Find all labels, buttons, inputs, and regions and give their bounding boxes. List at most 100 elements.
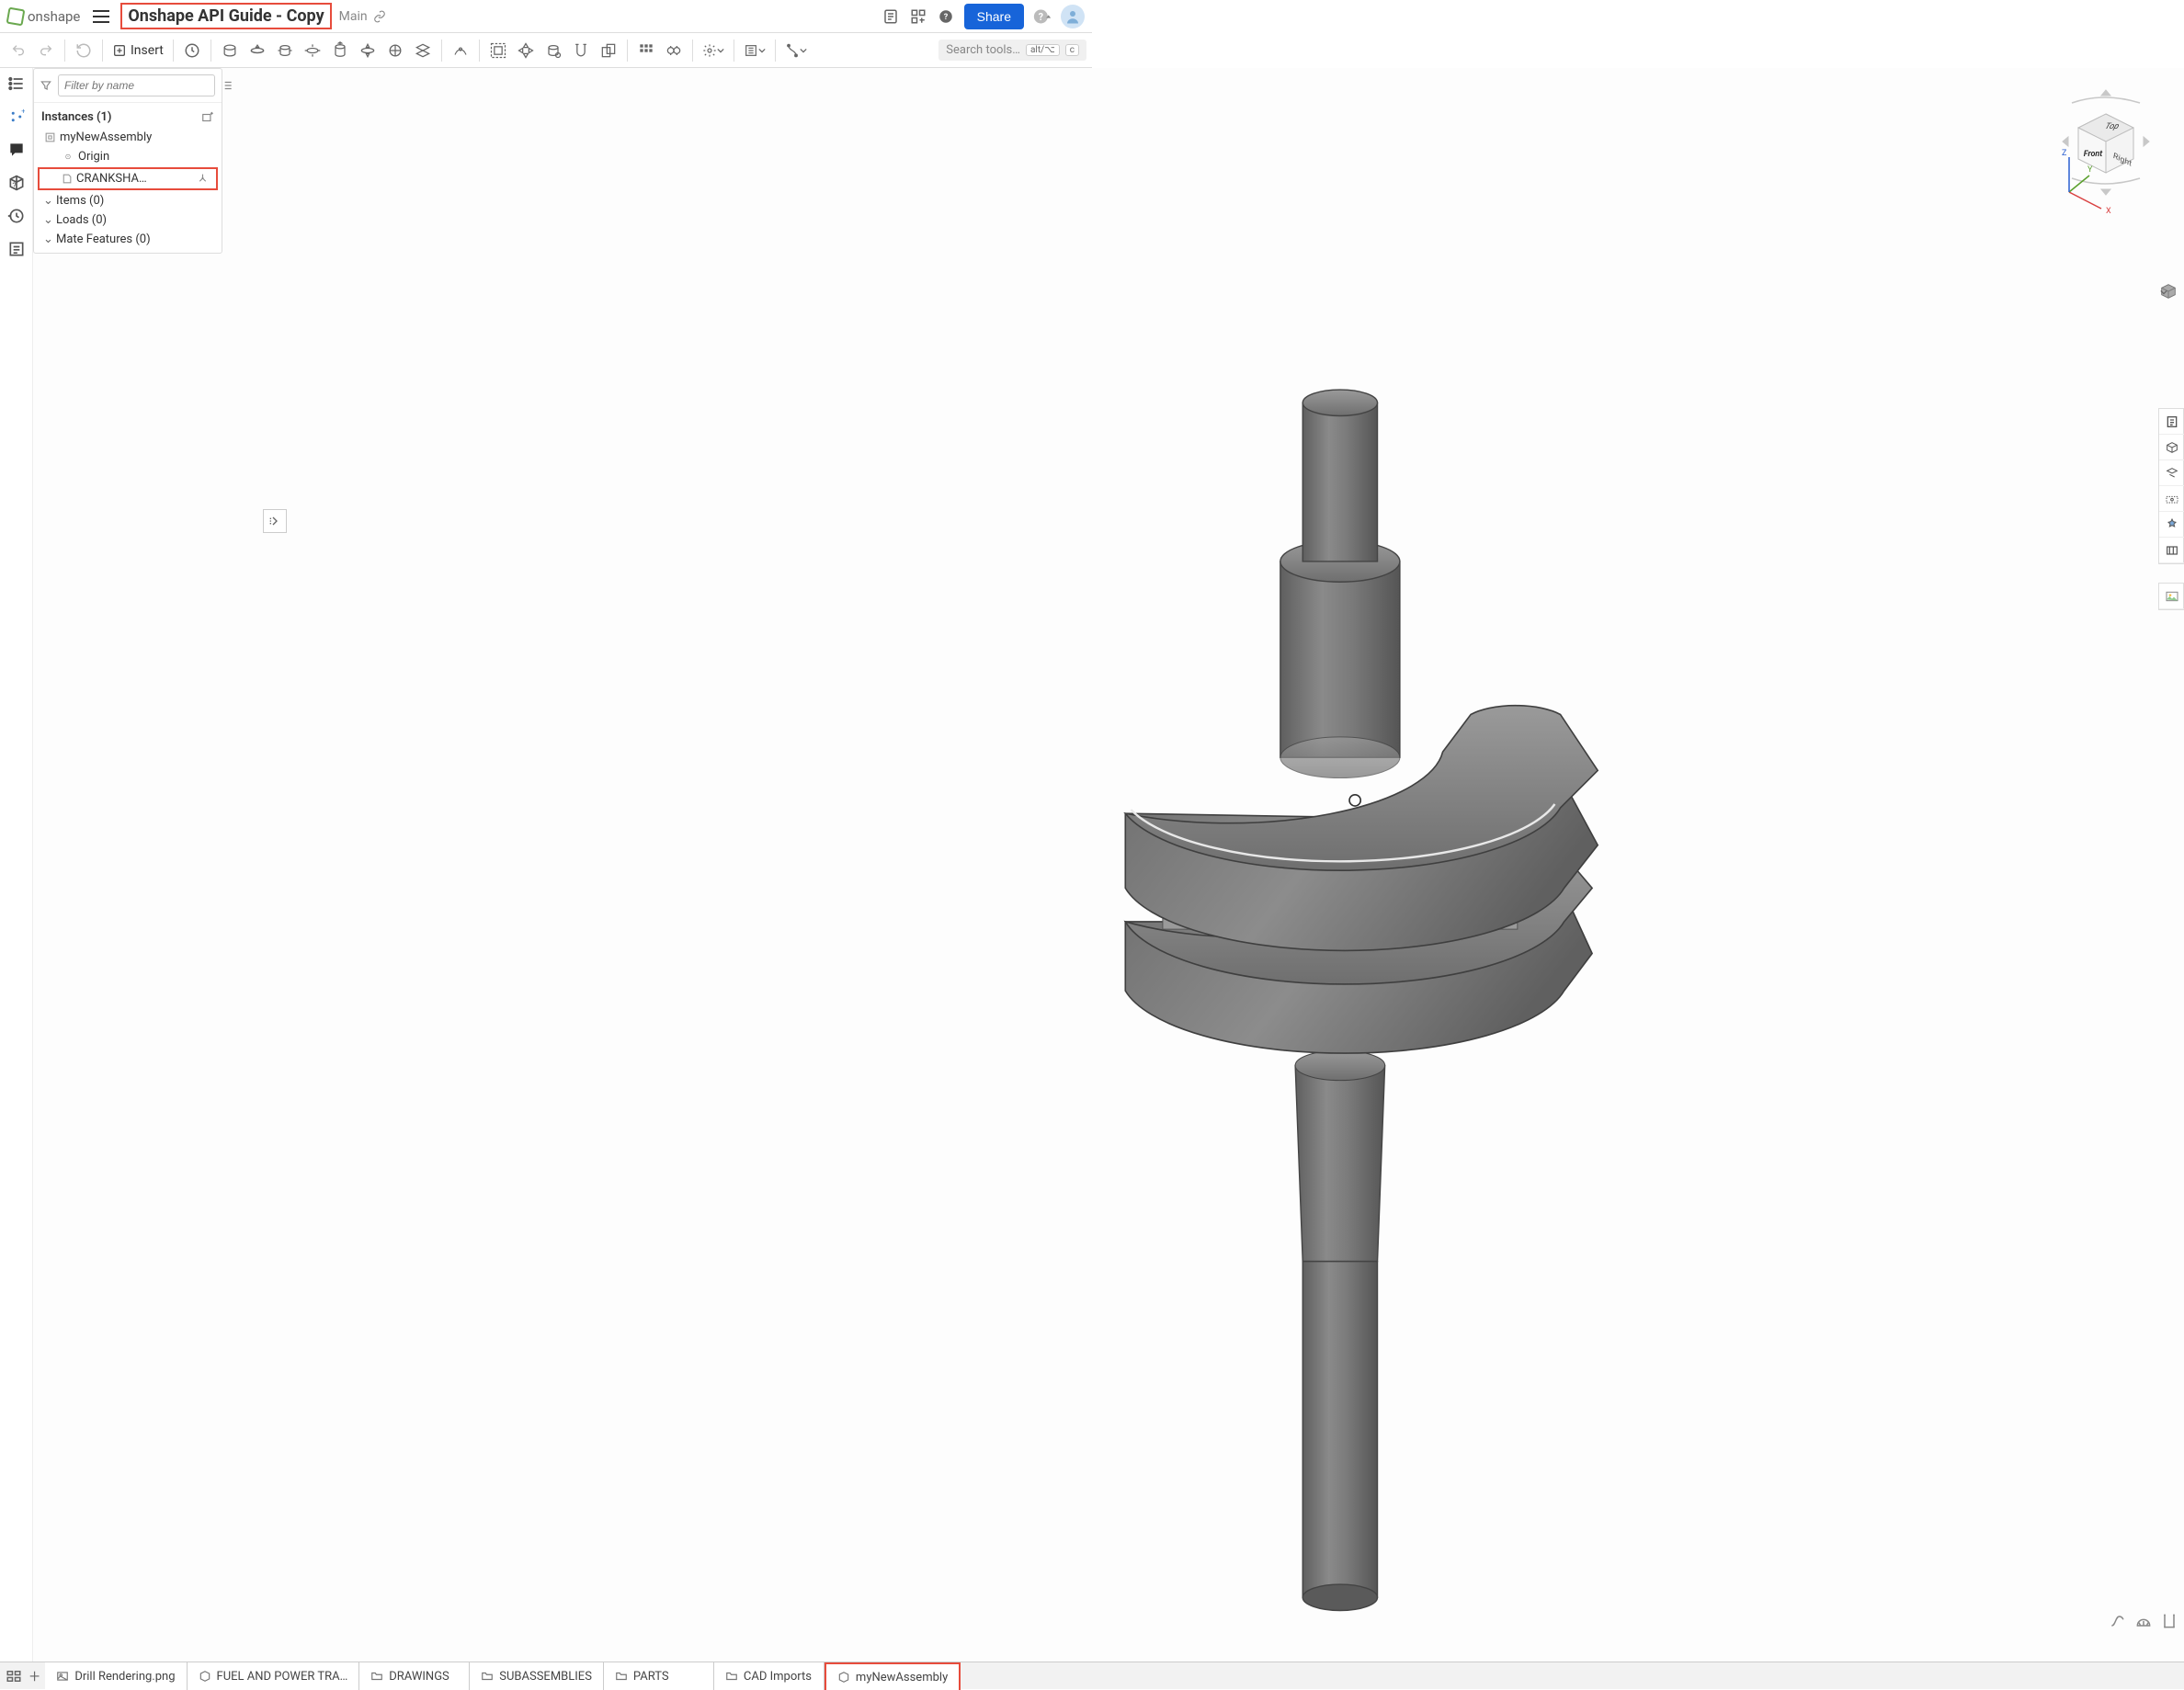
add-instance-icon[interactable] <box>201 111 214 124</box>
bottom-tab-0[interactable]: Drill Rendering.png <box>45 1662 187 1690</box>
document-title[interactable]: Onshape API Guide - Copy <box>128 6 324 26</box>
tab-label: FUEL AND POWER TRA… <box>217 1670 348 1684</box>
curve-icon[interactable] <box>2109 1612 2127 1630</box>
tree-mates-node[interactable]: ⌄ Mate Features (0) <box>34 230 222 249</box>
insert-button[interactable]: Insert <box>108 37 167 64</box>
rs-exploded-icon[interactable] <box>2159 538 2184 563</box>
svg-text:Y: Y <box>2087 165 2093 175</box>
bottom-tab-3[interactable]: SUBASSEMBLIES <box>470 1662 604 1690</box>
bom-icon[interactable] <box>6 239 27 259</box>
link-icon[interactable] <box>373 10 386 23</box>
chevron-down-icon: ⌄ <box>43 213 52 227</box>
assembly-name-label: myNewAssembly <box>60 130 152 144</box>
refresh-button[interactable] <box>71 37 97 64</box>
tool-pattern-icon[interactable] <box>633 37 659 64</box>
tool-planar-mate-icon[interactable] <box>300 37 325 64</box>
rs-section-icon[interactable] <box>2159 460 2184 486</box>
help-dropdown-icon[interactable]: ? <box>1033 7 1052 26</box>
history-icon[interactable] <box>6 206 27 226</box>
tab-label: Drill Rendering.png <box>74 1670 175 1684</box>
document-title-highlighted: Onshape API Guide - Copy <box>120 3 331 29</box>
tool-slider-mate-icon[interactable] <box>272 37 298 64</box>
tool-snap-icon[interactable] <box>568 37 594 64</box>
tool-tangent-mate-icon[interactable] <box>448 37 473 64</box>
user-avatar[interactable] <box>1061 5 1085 28</box>
kbd-hint-2: c <box>1065 44 1079 56</box>
brand-logo[interactable]: onshape <box>7 8 80 25</box>
filter-icon[interactable] <box>40 79 52 92</box>
tool-pin-slot-mate-icon[interactable] <box>355 37 381 64</box>
tree-origin-node[interactable]: ⊙ Origin <box>34 147 222 166</box>
tool-simulate-dropdown-icon[interactable] <box>781 37 811 64</box>
tool-cylindrical-mate-icon[interactable] <box>327 37 353 64</box>
tool-revolute-mate-icon[interactable] <box>245 37 270 64</box>
document-menu-button[interactable] <box>93 6 115 28</box>
comments-icon[interactable] <box>6 140 27 160</box>
header-right-actions: ? Share ? <box>882 4 1085 29</box>
app-store-icon[interactable] <box>909 7 927 26</box>
share-button[interactable]: Share <box>964 4 1024 29</box>
tool-fastened-mate-icon[interactable] <box>217 37 243 64</box>
tree-assembly-node[interactable]: myNewAssembly <box>34 128 222 147</box>
viewport-bottom-right-icons <box>2109 1612 2178 1630</box>
onshape-logo-icon <box>6 6 26 26</box>
bottom-tab-2[interactable]: DRAWINGS <box>359 1662 470 1690</box>
learning-center-icon[interactable]: ? <box>937 7 955 26</box>
render-mode-dropdown-icon[interactable] <box>2158 281 2178 301</box>
tab-manager-icon[interactable] <box>6 1668 22 1684</box>
redo-button[interactable] <box>33 37 59 64</box>
main-toolbar: Insert Search tools… alt/⌥ c <box>0 33 1092 68</box>
graphics-viewport[interactable]: Top Front Right X Y Z <box>33 68 2184 1662</box>
rs-selection-icon[interactable] <box>2159 486 2184 512</box>
origin-icon: ⊙ <box>62 151 74 164</box>
mate-indicator-icon <box>196 173 209 186</box>
search-tools-box[interactable]: Search tools… alt/⌥ c <box>938 40 1086 61</box>
tool-clock-icon[interactable] <box>179 37 205 64</box>
view-cube[interactable]: Top Front Right X Y Z <box>2055 86 2156 215</box>
rs-properties-icon[interactable] <box>2159 409 2184 435</box>
tab-label: SUBASSEMBLIES <box>499 1670 592 1684</box>
assembly-icon <box>43 131 56 144</box>
versions-icon[interactable]: ? <box>6 173 27 193</box>
document-properties-icon[interactable] <box>882 7 900 26</box>
insert-label: Insert <box>131 43 164 58</box>
tool-group-icon[interactable] <box>485 37 511 64</box>
image-icon <box>56 1670 69 1683</box>
tree-crankshaft-node[interactable]: CRANKSHA… <box>38 167 218 190</box>
crankshaft-label: CRANKSHA… <box>76 172 192 186</box>
tool-parallel-mate-icon[interactable] <box>410 37 436 64</box>
rs-isometric-icon[interactable] <box>2159 435 2184 460</box>
rs-appearance-icon[interactable] <box>2159 512 2184 538</box>
tool-gear-dropdown-icon[interactable] <box>699 37 728 64</box>
add-feature-icon[interactable]: + <box>6 107 27 127</box>
bottom-tab-4[interactable]: PARTS <box>604 1662 714 1690</box>
tree-expand-handle[interactable] <box>263 509 287 533</box>
folder-icon <box>370 1670 383 1683</box>
svg-text:Z: Z <box>2062 149 2067 158</box>
bottom-tab-6[interactable]: myNewAssembly <box>825 1662 961 1690</box>
tool-display-dropdown-icon[interactable] <box>740 37 769 64</box>
tab-label: DRAWINGS <box>389 1670 449 1684</box>
list-view-icon[interactable] <box>221 79 233 92</box>
tool-relation-icon[interactable] <box>540 37 566 64</box>
filter-input[interactable] <box>58 74 215 96</box>
tree-items-node[interactable]: ⌄ Items (0) <box>34 191 222 210</box>
feature-list-icon[interactable] <box>6 74 27 94</box>
tool-replicate-icon[interactable] <box>596 37 621 64</box>
branch-label[interactable]: Main <box>339 9 368 24</box>
protractor-icon[interactable] <box>2134 1612 2153 1630</box>
items-label: Items (0) <box>56 194 104 208</box>
rs-image-icon[interactable] <box>2159 584 2184 609</box>
tool-ball-mate-icon[interactable] <box>382 37 408 64</box>
add-tab-icon[interactable]: + <box>29 1665 40 1687</box>
bottom-tab-5[interactable]: CAD Imports <box>714 1662 825 1690</box>
tree-loads-node[interactable]: ⌄ Loads (0) <box>34 210 222 230</box>
tool-mate-connector-icon[interactable] <box>513 37 539 64</box>
right-sidebar <box>2158 408 2184 564</box>
tool-standard-content-icon[interactable] <box>661 37 687 64</box>
units-icon[interactable] <box>2160 1612 2178 1630</box>
bottom-tab-1[interactable]: FUEL AND POWER TRA… <box>188 1662 360 1690</box>
undo-button[interactable] <box>6 37 31 64</box>
left-rail: + ? <box>0 68 33 1662</box>
chevron-down-icon: ⌄ <box>43 194 52 208</box>
